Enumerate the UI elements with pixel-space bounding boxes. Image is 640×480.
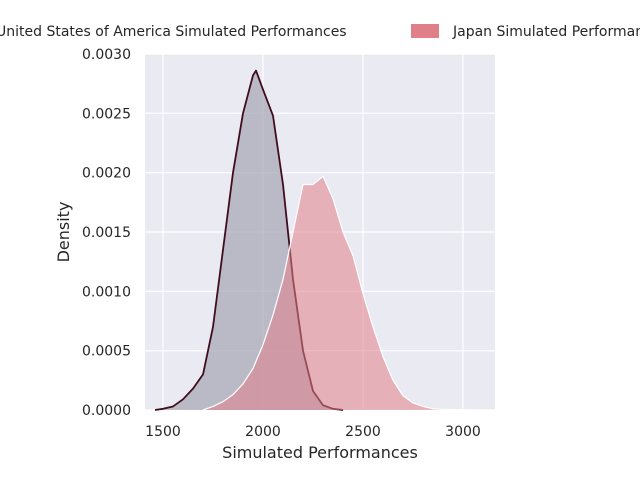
y-tick-label: 0.0000 — [82, 403, 131, 419]
legend-label-usa: United States of America Simulated Perfo… — [0, 24, 347, 40]
density-area-japan — [203, 176, 483, 410]
y-tick-label: 0.0015 — [82, 225, 131, 241]
legend: United States of America Simulated Perfo… — [0, 24, 640, 40]
y-tick-label: 0.0005 — [82, 344, 131, 360]
x-axis-ticks: 1500 2000 2500 3000 — [145, 424, 481, 440]
y-axis-ticks: 0.0000 0.0005 0.0010 0.0015 0.0020 0.0025 0.00… — [82, 47, 131, 419]
y-tick-label: 0.0025 — [82, 106, 131, 122]
density-line-japan — [202, 175, 484, 411]
y-tick-label: 0.0010 — [82, 284, 131, 300]
x-axis-label: Simulated Performances — [222, 443, 418, 462]
x-tick-label: 3000 — [445, 424, 481, 440]
density-curves — [154, 69, 484, 411]
y-axis-label: Density — [54, 202, 73, 263]
x-tick-label: 1500 — [145, 424, 181, 440]
y-tick-label: 0.0030 — [82, 47, 131, 63]
y-tick-label: 0.0020 — [82, 166, 131, 182]
x-tick-label: 2500 — [345, 424, 381, 440]
legend-swatch-japan — [411, 24, 439, 38]
legend-label-japan: Japan Simulated Performances — [452, 24, 640, 40]
x-tick-label: 2000 — [245, 424, 281, 440]
